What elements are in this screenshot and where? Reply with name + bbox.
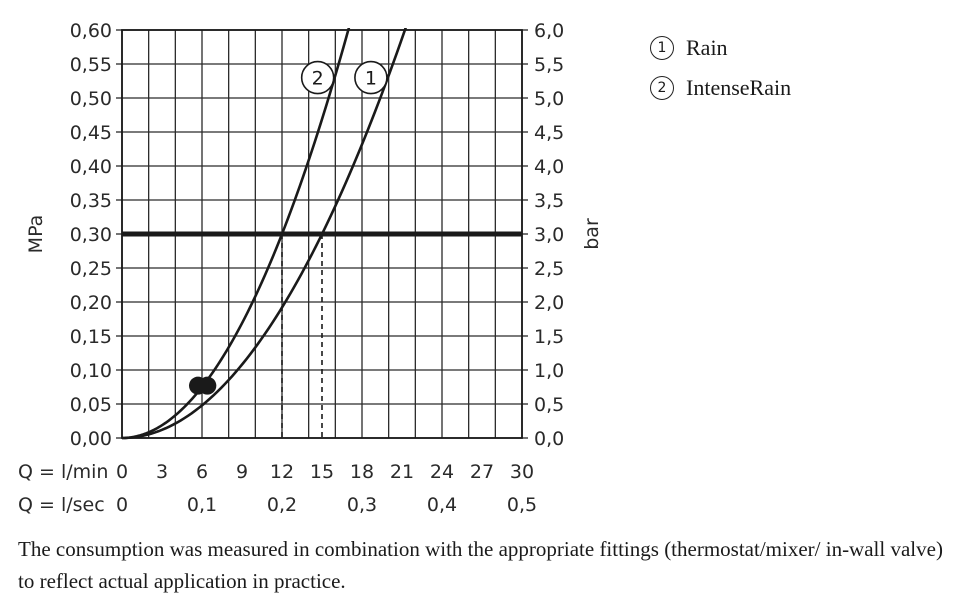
series-intenserain-line <box>122 28 351 440</box>
x-tick-label: 6 <box>196 461 208 483</box>
chart: 12 0,000,050,100,150,200,250,300,350,400… <box>18 20 603 516</box>
y-right-tick-label: 4,0 <box>534 156 564 178</box>
x-tick-label: 12 <box>270 461 294 483</box>
series-marker-1 <box>354 60 388 95</box>
y-left-tick-label: 0,35 <box>70 190 112 212</box>
y-right-tick-label: 2,0 <box>534 292 564 314</box>
y-right-tick-label: 5,0 <box>534 88 564 110</box>
data-point <box>198 376 217 395</box>
y-right-axis-label: bar <box>581 218 603 250</box>
y-right-tick-label: 2,5 <box>534 258 564 280</box>
series-rain-line <box>122 28 407 440</box>
y-left-axis-label: MPa <box>25 215 47 254</box>
x-tick-label: 0,3 <box>347 494 377 516</box>
x-row-label: Q = l/min <box>18 461 108 483</box>
x-tick-label: 21 <box>390 461 414 483</box>
x-tick-label: 18 <box>350 461 374 483</box>
curves: 12 <box>122 28 522 440</box>
legend-marker-2: 2 <box>650 76 674 100</box>
y-left-tick-label: 0,10 <box>70 360 112 382</box>
legend-label-rain: Rain <box>686 35 728 60</box>
legend-marker-1: 1 <box>650 36 674 60</box>
y-right-tick-label: 6,0 <box>534 20 564 42</box>
y-left-tick-label: 0,30 <box>70 224 112 246</box>
x-tick-label: 0,2 <box>267 494 297 516</box>
y-left-tick-label: 0,00 <box>70 428 112 450</box>
series-marker-label-2: 2 <box>312 68 324 90</box>
y-left-tick-label: 0,50 <box>70 88 112 110</box>
caption: The consumption was measured in combinat… <box>18 537 943 593</box>
x-tick-label: 15 <box>310 461 334 483</box>
y-left-tick-label: 0,25 <box>70 258 112 280</box>
x-tick-label: 27 <box>470 461 494 483</box>
y-left-tick-label: 0,20 <box>70 292 112 314</box>
y-left-tick-label: 0,60 <box>70 20 112 42</box>
y-right-tick-label: 3,5 <box>534 190 564 212</box>
axis-labels: 0,000,050,100,150,200,250,300,350,400,45… <box>18 20 603 516</box>
y-left-tick-label: 0,15 <box>70 326 112 348</box>
x-tick-label: 9 <box>236 461 248 483</box>
legend: 1 Rain 2 IntenseRain <box>650 28 791 108</box>
y-right-tick-label: 5,5 <box>534 54 564 76</box>
y-right-tick-label: 0,5 <box>534 394 564 416</box>
y-right-tick-label: 1,5 <box>534 326 564 348</box>
y-left-tick-label: 0,40 <box>70 156 112 178</box>
x-row-label: Q = l/sec <box>18 494 105 516</box>
y-left-tick-label: 0,05 <box>70 394 112 416</box>
legend-item-intenserain: 2 IntenseRain <box>650 68 791 108</box>
x-tick-label: 0,1 <box>187 494 217 516</box>
y-left-tick-label: 0,55 <box>70 54 112 76</box>
y-right-tick-label: 0,0 <box>534 428 564 450</box>
x-tick-label: 0 <box>116 494 128 516</box>
legend-label-intenserain: IntenseRain <box>686 75 792 100</box>
y-right-tick-label: 4,5 <box>534 122 564 144</box>
legend-item-rain: 1 Rain <box>650 28 791 68</box>
x-tick-label: 0,5 <box>507 494 537 516</box>
series-marker-2 <box>300 60 335 95</box>
y-right-tick-label: 3,0 <box>534 224 564 246</box>
x-tick-label: 24 <box>430 461 454 483</box>
x-tick-label: 0,4 <box>427 494 457 516</box>
series-marker-label-1: 1 <box>365 68 377 90</box>
y-left-tick-label: 0,45 <box>70 122 112 144</box>
x-tick-label: 3 <box>156 461 168 483</box>
x-tick-label: 30 <box>510 461 534 483</box>
x-tick-label: 0 <box>116 461 128 483</box>
y-right-tick-label: 1,0 <box>534 360 564 382</box>
